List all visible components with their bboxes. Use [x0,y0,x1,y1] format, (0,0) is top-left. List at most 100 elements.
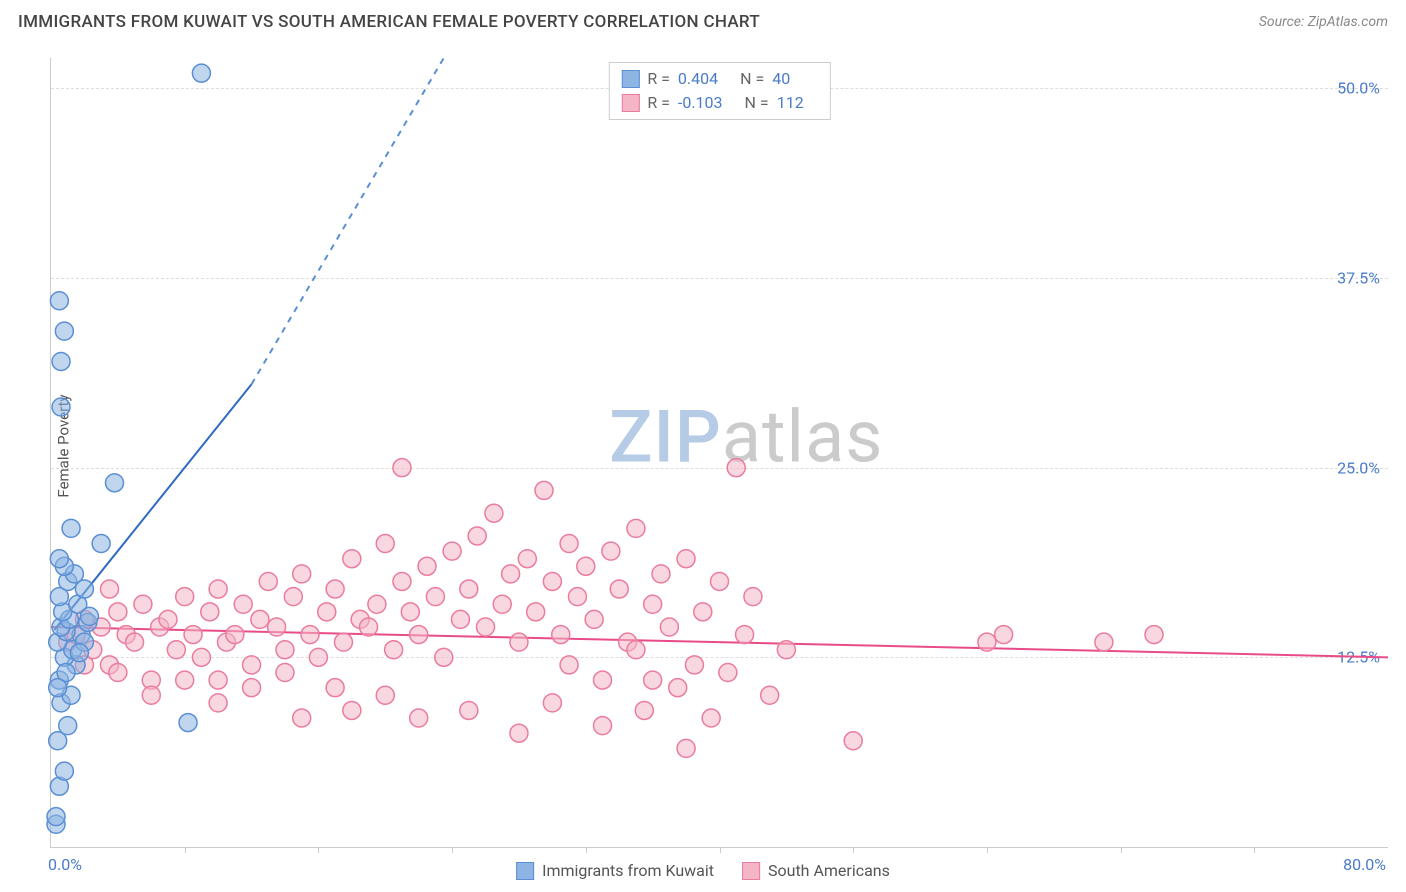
data-point [309,648,327,666]
data-point [669,679,687,697]
xtick [853,847,854,853]
data-point [109,603,127,621]
legend-item-sa: South Americans [742,861,890,880]
data-point [326,580,344,598]
legend-row-sa: R = -0.103 N = 112 [621,91,817,115]
data-point [243,679,261,697]
xtick [1121,847,1122,853]
chart-title: IMMIGRANTS FROM KUWAIT VS SOUTH AMERICAN… [18,12,760,32]
data-point [55,322,73,340]
data-point [560,535,578,553]
data-point [276,641,294,659]
r-label: R = [647,67,670,91]
data-point [744,588,762,606]
data-point [276,664,294,682]
swatch-sa-icon [742,862,760,880]
data-point [627,519,645,537]
data-point [585,610,603,628]
xtick [185,847,186,853]
data-point [126,633,144,651]
data-point [451,610,469,628]
data-point [226,626,244,644]
data-point [52,398,70,416]
data-point [727,459,745,477]
data-point [142,686,160,704]
data-point [543,694,561,712]
data-point [179,714,197,732]
data-point [326,679,344,697]
data-point [268,618,286,636]
data-point [652,565,670,583]
data-point [418,557,436,575]
data-point [343,550,361,568]
xtick [1254,847,1255,853]
data-point [401,603,419,621]
n-label: N = [740,67,764,91]
data-point [80,607,98,625]
data-point [251,610,269,628]
xtick [720,847,721,853]
data-point [109,664,127,682]
data-point [360,618,378,636]
data-point [552,626,570,644]
data-point [594,671,612,689]
data-point [293,565,311,583]
data-point [184,626,202,644]
data-point [610,580,628,598]
data-point [719,664,737,682]
data-point [602,542,620,560]
xtick [586,847,587,853]
xtick [318,847,319,853]
chart-plot-area: ZIPatlas R = 0.404 N = 40 R = -0.103 N =… [50,58,1388,848]
data-point [761,686,779,704]
data-point [176,588,194,606]
r-value-kuwait: 0.404 [678,67,718,91]
data-point [426,588,444,606]
data-point [577,557,595,575]
legend-row-kuwait: R = 0.404 N = 40 [621,67,817,91]
data-point [234,595,252,613]
data-point [70,644,88,662]
data-point [284,588,302,606]
x-origin-label: 0.0% [48,855,82,874]
data-point [627,641,645,659]
data-point [159,610,177,628]
data-point [560,656,578,674]
data-point [243,656,261,674]
data-point [343,701,361,719]
data-point [644,595,662,613]
data-point [393,459,411,477]
series-legend: Immigrants from Kuwait South Americans [516,861,890,880]
n-value-sa: 112 [777,91,804,115]
data-point [635,701,653,719]
trend-line [252,58,444,384]
data-point [995,626,1013,644]
xtick [452,847,453,853]
trend-line [51,627,1388,657]
data-point [1095,633,1113,651]
data-point [334,633,352,651]
data-point [485,504,503,522]
data-point [385,641,403,659]
r-label: R = [647,91,670,115]
data-point [134,595,152,613]
data-point [660,618,678,636]
data-point [568,588,586,606]
chart-source: Source: ZipAtlas.com [1259,14,1388,30]
data-point [594,717,612,735]
swatch-kuwait [621,70,639,88]
data-point [736,626,754,644]
data-point [527,603,545,621]
swatch-kuwait-icon [516,862,534,880]
data-point [55,762,73,780]
data-point [468,527,486,545]
data-point [393,572,411,590]
data-point [368,595,386,613]
data-point [52,352,70,370]
correlation-legend: R = 0.404 N = 40 R = -0.103 N = 112 [608,62,830,120]
data-point [502,565,520,583]
data-point [49,679,67,697]
legend-item-kuwait: Immigrants from Kuwait [516,861,714,880]
data-point [460,580,478,598]
data-point [50,292,68,310]
